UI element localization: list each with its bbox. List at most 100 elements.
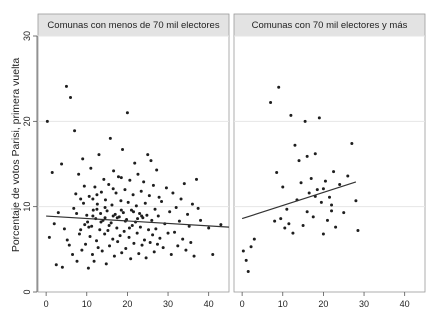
data-point xyxy=(138,211,142,215)
data-point xyxy=(95,202,99,206)
data-point xyxy=(169,252,173,256)
x-tick-label: 10 xyxy=(278,299,288,309)
data-point xyxy=(196,206,200,210)
data-point xyxy=(148,241,152,245)
data-point xyxy=(91,214,95,218)
data-point xyxy=(109,221,113,225)
data-point xyxy=(111,214,115,218)
data-point xyxy=(319,200,323,204)
data-point xyxy=(189,241,193,245)
data-point xyxy=(62,227,66,231)
x-tick-label: 30 xyxy=(359,299,369,309)
data-point xyxy=(71,252,75,256)
data-point xyxy=(155,168,159,172)
y-axis: 0 10 20 30 xyxy=(22,31,38,295)
data-point xyxy=(287,222,291,226)
data-point xyxy=(96,246,100,250)
data-point xyxy=(283,226,287,230)
data-point xyxy=(321,187,325,191)
data-point xyxy=(89,166,93,170)
data-point xyxy=(356,229,360,233)
data-point xyxy=(186,212,190,216)
y-axis-label: Porcentaje de votos Parisi, primera vuel… xyxy=(10,58,22,253)
data-point xyxy=(86,220,90,224)
data-point xyxy=(69,95,73,99)
data-point xyxy=(138,225,142,229)
data-point xyxy=(156,214,160,218)
data-point xyxy=(120,251,124,255)
data-point xyxy=(166,231,170,235)
data-point xyxy=(199,218,203,222)
data-point xyxy=(207,226,211,230)
data-point xyxy=(285,207,289,211)
data-point xyxy=(219,223,223,227)
data-point xyxy=(153,207,157,211)
data-point xyxy=(91,208,95,212)
data-point xyxy=(160,200,164,204)
data-point xyxy=(313,152,317,156)
data-point xyxy=(346,174,350,178)
fit-line xyxy=(46,215,230,228)
data-point xyxy=(118,234,122,238)
data-point xyxy=(127,226,131,230)
data-point xyxy=(119,199,123,203)
data-point xyxy=(95,239,99,243)
data-point xyxy=(92,259,96,263)
data-point xyxy=(146,153,150,157)
data-point xyxy=(93,185,97,189)
data-point xyxy=(114,191,118,195)
data-point xyxy=(132,241,136,245)
data-point xyxy=(328,195,331,199)
data-point xyxy=(158,236,162,240)
data-point xyxy=(157,195,161,199)
data-point xyxy=(119,176,123,180)
data-point xyxy=(154,227,158,231)
data-point xyxy=(124,246,128,250)
data-point xyxy=(119,208,123,212)
fit-line xyxy=(241,181,357,220)
data-point xyxy=(144,256,148,260)
data-point xyxy=(309,177,313,181)
data-point xyxy=(88,235,92,239)
data-point xyxy=(192,254,196,258)
data-point xyxy=(121,147,125,151)
data-point xyxy=(152,250,156,254)
data-point xyxy=(60,162,64,166)
data-point xyxy=(111,187,115,191)
data-point xyxy=(131,193,135,197)
data-point xyxy=(77,172,81,176)
data-point xyxy=(281,185,285,189)
data-point xyxy=(128,178,132,182)
data-point xyxy=(91,197,95,201)
data-point xyxy=(65,238,69,242)
data-point xyxy=(102,177,106,181)
data-point xyxy=(323,179,327,183)
data-point xyxy=(293,143,297,147)
data-point xyxy=(75,211,79,215)
data-point xyxy=(182,182,186,186)
data-point xyxy=(73,129,77,133)
data-point xyxy=(315,188,319,192)
panel-title: Comunas con menos de 70 mil electores xyxy=(47,20,219,31)
x-tick-label: 20 xyxy=(122,299,132,309)
data-point xyxy=(99,190,103,194)
data-point xyxy=(142,180,146,184)
x-tick-label: 30 xyxy=(163,299,173,309)
panel-title: Comunas con 70 mil electores y más xyxy=(252,20,408,31)
data-point xyxy=(85,213,89,217)
data-point xyxy=(84,242,88,246)
x-tick-label: 0 xyxy=(44,299,49,309)
data-point xyxy=(164,186,168,190)
data-point xyxy=(132,210,135,214)
x-tick-label: 40 xyxy=(204,299,214,309)
data-point xyxy=(123,188,127,192)
data-point xyxy=(54,263,58,267)
data-point xyxy=(116,175,120,179)
data-point xyxy=(190,202,194,206)
data-point xyxy=(127,235,131,239)
data-point xyxy=(64,84,68,88)
data-point xyxy=(50,171,54,175)
data-point xyxy=(307,191,311,195)
data-point xyxy=(60,265,64,269)
data-point xyxy=(342,211,346,215)
